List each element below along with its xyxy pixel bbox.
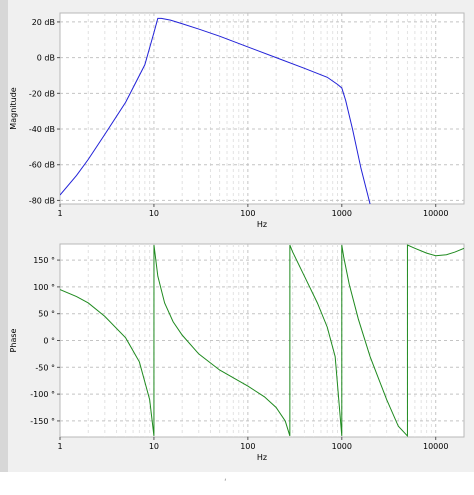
y-axis-label: Phase <box>9 328 18 352</box>
left-edge-strip <box>0 0 8 472</box>
magnitude-chart: 20 dB 0 dB -20 dB -40 dB -60 dB -80 dB1 10 100 1… <box>9 12 465 229</box>
grid <box>60 13 464 204</box>
x-tick-label: 100 <box>240 442 255 451</box>
plot-area <box>59 12 465 205</box>
y-tick-label: 20 dB <box>32 18 55 27</box>
y-tick-label: -60 dB <box>29 161 55 170</box>
y-tick-label: 50 ° <box>38 310 55 319</box>
y-tick-label: -20 dB <box>29 89 55 98</box>
x-tick-label: 1 <box>57 442 62 451</box>
y-tick-label: 150 ° <box>33 256 55 265</box>
series-line <box>60 244 464 437</box>
x-tick-label: 10000 <box>423 442 448 451</box>
y-axis-label: Magnitude <box>9 87 18 129</box>
y-tick-label: -100 ° <box>30 390 55 399</box>
x-tick-label: 1000 <box>332 442 352 451</box>
y-tick-label: 100 ° <box>33 283 55 292</box>
y-tick-label: 0 ° <box>43 337 55 346</box>
y-tick-label: 0 dB <box>37 54 55 63</box>
x-tick-label: 10 <box>149 209 159 218</box>
x-axis-label: Hz <box>257 453 267 462</box>
x-tick-label: 1 <box>57 209 62 218</box>
footer-mark: ‘ <box>224 478 227 488</box>
x-tick-label: 10000 <box>423 209 448 218</box>
y-tick-label: -150 ° <box>30 417 55 426</box>
x-tick-label: 1000 <box>332 209 352 218</box>
y-tick-label: -80 dB <box>29 196 55 205</box>
x-tick-label: 100 <box>240 209 255 218</box>
y-tick-label: -50 ° <box>35 363 55 372</box>
y-tick-label: -40 dB <box>29 125 55 134</box>
grid <box>60 244 464 437</box>
x-axis-label: Hz <box>257 220 267 229</box>
phase-chart: 150 ° 100 ° 50 ° 0 ° -50 ° -100 ° -150 ° 1 10 100… <box>9 243 465 462</box>
x-tick-label: 10 <box>149 442 159 451</box>
series-line <box>60 17 371 204</box>
